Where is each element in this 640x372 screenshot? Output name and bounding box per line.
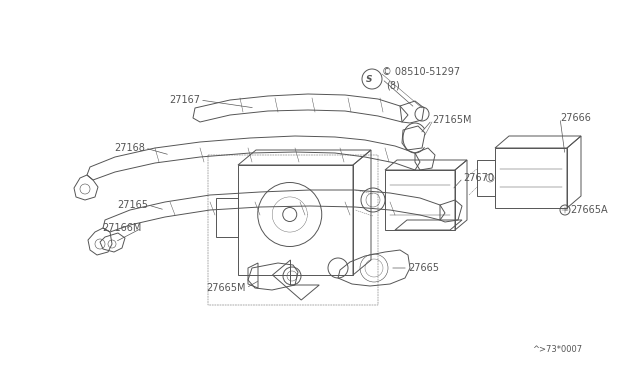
Text: 27665M: 27665M (207, 283, 246, 293)
Text: 27168: 27168 (114, 143, 145, 153)
Text: © 08510-51297: © 08510-51297 (382, 67, 460, 77)
Text: S: S (365, 76, 372, 84)
Text: 27166M: 27166M (102, 223, 142, 233)
Text: 27167: 27167 (169, 95, 200, 105)
Text: 27165: 27165 (117, 200, 148, 210)
Text: 27665: 27665 (408, 263, 439, 273)
Text: 27670: 27670 (463, 173, 494, 183)
Text: (8): (8) (386, 81, 400, 91)
Text: 27165M: 27165M (432, 115, 472, 125)
Text: ^>73*0007: ^>73*0007 (532, 346, 582, 355)
Text: 27665A: 27665A (570, 205, 607, 215)
Text: 27666: 27666 (560, 113, 591, 123)
